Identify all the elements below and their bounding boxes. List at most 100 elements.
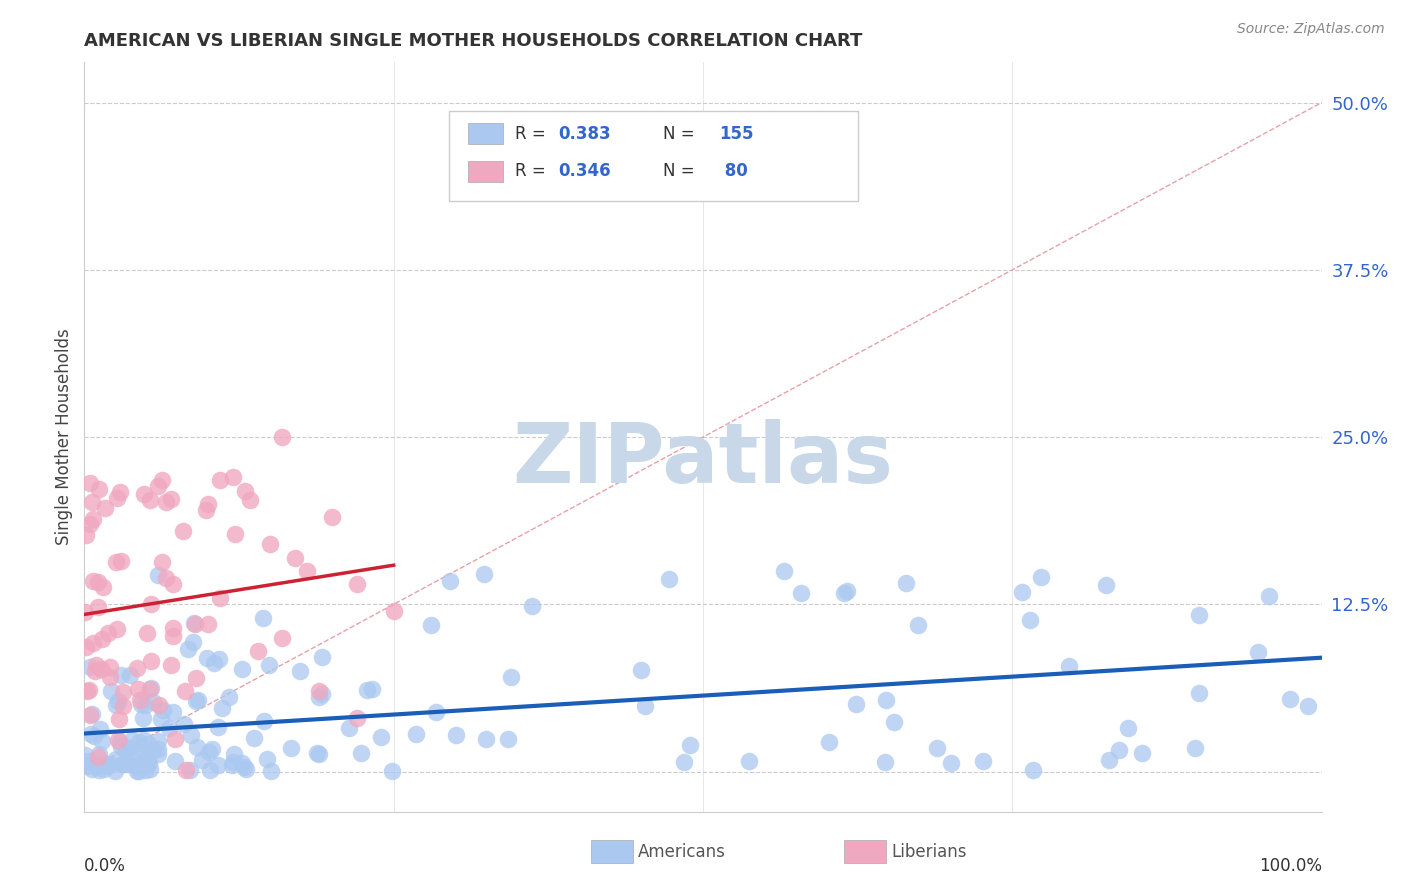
Point [197, 617, 219, 632]
Point [162, 706, 184, 720]
Point [136, 737, 159, 751]
Point [1011, 585, 1033, 599]
Text: 0.0%: 0.0% [84, 856, 127, 875]
Point [128, 693, 150, 707]
Point [218, 690, 240, 704]
Point [98, 757, 121, 772]
Point [146, 747, 169, 761]
Point [1116, 722, 1139, 736]
Point [79, 475, 101, 490]
Point [925, 741, 948, 756]
Point [141, 654, 163, 668]
Point [90, 632, 112, 647]
Point [239, 493, 262, 508]
Point [346, 577, 368, 591]
Bar [468, 161, 502, 182]
Point [1188, 608, 1211, 623]
Point [235, 762, 257, 776]
Point [208, 473, 231, 487]
Point [120, 751, 142, 765]
Point [444, 728, 467, 742]
Point [117, 757, 139, 772]
Point [162, 577, 184, 591]
Point [439, 574, 461, 589]
Point [110, 554, 132, 568]
Point [284, 550, 307, 565]
Point [89, 723, 111, 737]
Text: Americans: Americans [638, 843, 725, 861]
Point [845, 697, 868, 711]
Point [87, 574, 110, 589]
Point [176, 642, 198, 657]
Point [115, 743, 138, 757]
Point [108, 712, 131, 726]
Point [405, 727, 427, 741]
Point [835, 584, 858, 599]
Point [271, 631, 294, 645]
Point [832, 586, 855, 600]
Point [202, 657, 225, 671]
Point [110, 739, 132, 754]
Point [105, 751, 128, 765]
Point [162, 621, 184, 635]
Point [172, 524, 194, 538]
Point [321, 510, 343, 524]
Point [382, 604, 405, 618]
Point [105, 698, 128, 713]
Point [82, 762, 104, 776]
Point [86, 750, 108, 764]
Point [1029, 570, 1052, 584]
Point [127, 749, 149, 764]
Point [198, 745, 221, 759]
Point [155, 495, 177, 509]
Point [738, 754, 761, 768]
Point [295, 564, 318, 578]
Point [231, 756, 253, 770]
Point [634, 698, 657, 713]
Point [252, 611, 274, 625]
Point [174, 764, 197, 778]
Point [112, 756, 135, 771]
Point [350, 746, 373, 760]
Point [94, 501, 117, 516]
Point [149, 712, 172, 726]
Point [141, 597, 163, 611]
Text: 80: 80 [718, 162, 748, 180]
Point [184, 694, 207, 708]
Point [1279, 692, 1302, 706]
Point [79, 659, 101, 673]
Point [222, 756, 245, 770]
Point [472, 566, 495, 581]
Point [121, 733, 143, 747]
Point [673, 755, 696, 769]
Point [120, 668, 142, 682]
Text: Liberians: Liberians [891, 843, 967, 861]
Point [1296, 698, 1319, 713]
Point [907, 617, 929, 632]
Point [972, 754, 994, 768]
Point [105, 491, 128, 505]
Point [128, 764, 150, 778]
Point [280, 740, 302, 755]
Point [135, 764, 157, 778]
Point [941, 756, 963, 770]
Point [127, 758, 149, 772]
Point [138, 756, 160, 770]
Point [1097, 753, 1119, 767]
Point [77, 754, 100, 768]
Point [97, 759, 120, 773]
Point [311, 650, 333, 665]
Point [108, 735, 131, 749]
Point [195, 651, 218, 665]
Point [76, 759, 98, 773]
Point [260, 764, 283, 778]
Point [346, 711, 368, 725]
Point [475, 732, 498, 747]
Point [87, 482, 110, 496]
Point [134, 698, 156, 713]
Point [183, 616, 205, 631]
Point [207, 720, 229, 734]
Point [96, 626, 118, 640]
Point [1130, 746, 1153, 760]
Point [187, 693, 209, 707]
